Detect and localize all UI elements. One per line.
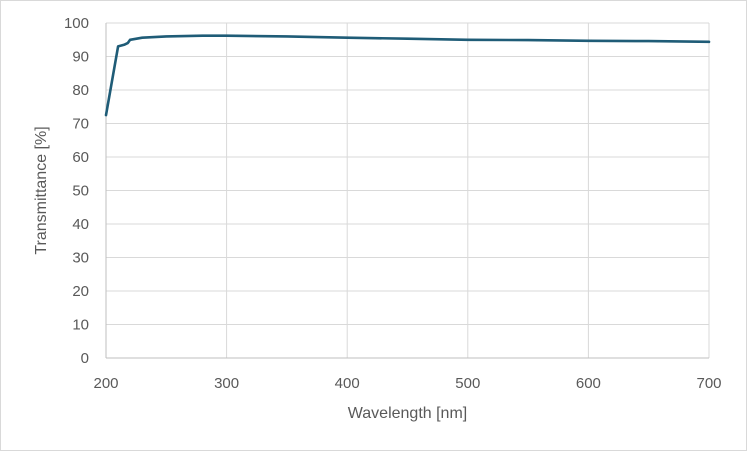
x-tick-label: 400 [335,375,360,392]
y-tick-label: 70 [72,116,89,133]
y-tick-label: 80 [72,82,89,99]
y-tick-label: 90 [72,49,89,66]
x-tick-label: 600 [576,375,601,392]
y-axis-label: Transmittance [%] [33,126,50,254]
transmittance-line [104,34,711,117]
series-lines [104,34,711,117]
grid-lines [105,22,710,359]
y-tick-label: 20 [72,283,89,300]
y-tick-label: 40 [72,216,89,233]
y-tick-label: 50 [72,183,89,200]
y-tick-label: 100 [64,15,89,32]
y-tick-label: 60 [72,149,89,166]
x-tick-label: 200 [93,375,118,392]
y-tick-label: 0 [81,350,89,367]
x-tick-label: 300 [214,375,239,392]
y-tick-labels: 0 10 20 30 40 50 60 70 80 90 100 [64,15,89,367]
y-tick-label: 10 [72,317,89,334]
x-axis-label: Wavelength [nm] [348,405,467,422]
y-tick-label: 30 [72,250,89,267]
x-tick-label: 500 [455,375,480,392]
x-tick-labels: 200 300 400 500 600 700 [93,375,721,392]
x-tick-label: 700 [696,375,721,392]
